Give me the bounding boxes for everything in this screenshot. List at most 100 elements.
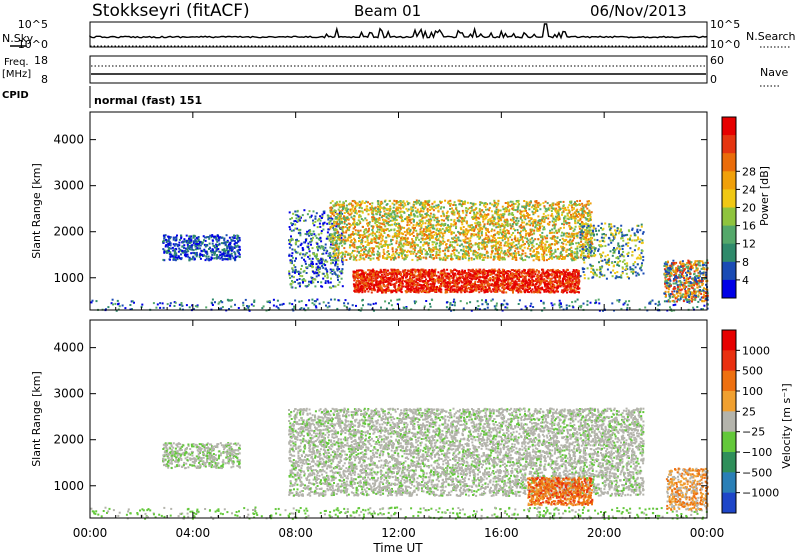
range-cell [165, 244, 168, 247]
range-cell [553, 227, 556, 230]
range-cell [450, 218, 453, 221]
range-cell [447, 255, 450, 257]
range-cell [232, 256, 235, 259]
range-cell [424, 249, 427, 252]
range-cell [506, 223, 509, 226]
range-cell [428, 233, 431, 236]
range-cell [412, 243, 415, 246]
range-cell [289, 277, 292, 279]
range-cell [328, 286, 331, 289]
range-cell [541, 235, 544, 238]
range-cell [457, 230, 460, 233]
range-cell [322, 272, 325, 275]
range-cell [315, 256, 318, 259]
range-cell [471, 244, 474, 247]
range-cell [490, 230, 493, 233]
range-cell [450, 254, 453, 257]
range-cell [530, 242, 533, 245]
range-cell [467, 231, 470, 234]
range-cell [377, 245, 380, 248]
range-cell [462, 201, 465, 203]
range-cell [372, 250, 375, 253]
range-cell [542, 212, 545, 215]
range-cell [436, 233, 439, 236]
range-cell [354, 240, 357, 243]
range-cell [443, 223, 446, 226]
range-cell [560, 305, 563, 308]
range-cell [322, 266, 325, 269]
range-cell [420, 249, 423, 252]
range-cell [347, 234, 350, 237]
range-cell [310, 280, 313, 283]
range-cell [505, 207, 508, 210]
range-cell [174, 301, 177, 304]
range-cell [538, 256, 541, 258]
range-cell [508, 232, 511, 235]
range-cell [503, 253, 506, 256]
range-cell [417, 250, 420, 252]
range-cell [570, 201, 573, 204]
range-cell [184, 240, 187, 243]
range-cell [390, 240, 393, 243]
range-cell [551, 220, 554, 223]
range-cell [543, 218, 546, 221]
range-cell [513, 244, 516, 247]
range-cell [390, 213, 393, 216]
range-cell [190, 248, 193, 251]
range-cell [320, 281, 323, 284]
range-cell [225, 249, 228, 252]
range-cell [224, 243, 227, 246]
range-cell [361, 211, 364, 214]
range-cell [305, 272, 308, 274]
range-cell [429, 212, 432, 215]
range-cell [395, 218, 398, 221]
range-cell [478, 247, 481, 250]
range-cell [455, 209, 458, 212]
range-cell [584, 248, 587, 251]
range-cell [311, 266, 314, 269]
range-cell [507, 255, 510, 258]
range-cell [441, 242, 444, 245]
range-cell [569, 228, 572, 230]
range-cell [330, 241, 332, 243]
range-cell [451, 237, 454, 240]
range-cell [542, 302, 545, 305]
range-cell [578, 204, 581, 206]
range-cell [219, 236, 222, 239]
range-cell [399, 239, 402, 242]
range-cell [223, 254, 226, 257]
range-cell [167, 235, 170, 238]
range-cell [493, 237, 496, 240]
range-cell [531, 246, 534, 249]
range-cell [290, 262, 293, 265]
range-cell [436, 216, 439, 219]
range-cell [307, 255, 310, 258]
range-cell [347, 208, 349, 211]
range-cell [407, 202, 410, 205]
range-cell [233, 251, 236, 254]
range-cell [414, 201, 417, 203]
range-cell [427, 237, 430, 240]
range-cell [198, 241, 201, 244]
range-cell [527, 239, 530, 242]
range-cell [225, 258, 228, 261]
range-cell [294, 227, 297, 230]
range-cell [477, 234, 480, 237]
range-cell [302, 253, 305, 256]
range-cell [470, 257, 473, 260]
range-cell [521, 237, 524, 240]
range-cell [510, 233, 513, 236]
range-cell [217, 248, 220, 250]
range-cell [549, 253, 552, 256]
range-cell [303, 254, 306, 257]
range-cell [576, 208, 579, 211]
range-cell [419, 258, 422, 261]
range-cell [91, 299, 94, 302]
noise-ytick-bottom-right: 10^0 [710, 38, 740, 51]
range-cell [403, 211, 406, 214]
range-cell [171, 246, 174, 249]
range-cell [196, 305, 199, 308]
range-cell [470, 249, 472, 252]
range-cell [490, 250, 493, 253]
range-cell [505, 236, 508, 239]
